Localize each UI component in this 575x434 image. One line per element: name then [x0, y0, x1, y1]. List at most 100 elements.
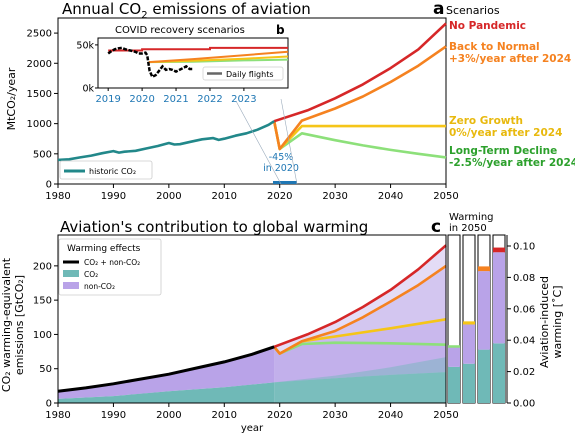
- panel-c-legend-title: Warming effects: [67, 244, 141, 254]
- panel-c-xlabel: year: [241, 423, 264, 434]
- panel-c-ylabel-right-2: warming [˚C]: [551, 285, 564, 358]
- panel-c-xtick-label: 2030: [322, 410, 347, 421]
- inset-b-xtick-label: 2022: [197, 94, 222, 105]
- label-zero-growth: Zero Growth: [449, 115, 523, 127]
- panel-a-xtick-label: 2030: [322, 191, 347, 202]
- right-axis-tick-label: 0.08: [513, 273, 535, 284]
- legend-total-label: CO₂ + non-CO₂: [84, 258, 140, 267]
- inset-b-legend-box: [202, 66, 284, 81]
- panel-a-title: Annual CO2 emissions of aviation: [62, 0, 311, 21]
- panel-a-ytick-label: 1500: [27, 89, 52, 100]
- inset-b-title: COVID recovery scenarios: [115, 25, 245, 36]
- panel-a-line-back-to-normal: [272, 45, 447, 151]
- panel-a: Annual CO2 emissions of aviation a Scena…: [5, 0, 575, 202]
- panel-c-ytick-label: 200: [33, 261, 52, 272]
- scenarios-label: Scenarios: [446, 4, 500, 17]
- panel-a-xtick-label: 2020: [267, 191, 292, 202]
- panel-c-title: Aviation's contribution to global warmin…: [60, 218, 368, 236]
- inset-b-ytick-label: 0k: [82, 84, 94, 95]
- panel-c-xtick-label: 2000: [156, 410, 181, 421]
- bar-co2: [463, 363, 475, 403]
- panel-c-line-back-to-normal: [273, 264, 447, 355]
- historic-legend-box: [59, 160, 153, 180]
- bar-nonco2: [478, 271, 490, 350]
- inset-b: COVID recovery scenarios b 2019 2020 2021 2…: [76, 23, 289, 105]
- panel-c-ytick-label: 100: [33, 330, 52, 341]
- area-nonco2-no-pandemic: [274, 245, 446, 383]
- historic-legend-label: historic CO₂: [89, 167, 136, 176]
- dip-annotation-percent: -45%: [269, 152, 294, 163]
- inset-b-xtick-label: 2020: [129, 94, 154, 105]
- right-axis-tick-label: 0.02: [513, 367, 535, 378]
- area-nonco2-zero-growth: [274, 319, 446, 383]
- inset-b-legend: Daily flights: [202, 66, 284, 81]
- bar-scenario-cap: [478, 266, 490, 272]
- area-co2-historic: [58, 382, 275, 403]
- dip-annotation-year: in 2020: [263, 163, 299, 174]
- inset-connector-right: [280, 98, 298, 185]
- panel-c-ylabel-1: CO₂ warming-equivalent: [0, 257, 13, 392]
- bars-title-1: Warming: [449, 212, 494, 223]
- panel-a-lines: [57, 22, 447, 162]
- panel-c-ylabel-right-1: Aviation-induced: [538, 276, 551, 368]
- panel-a-line-no-pandemic: [273, 22, 447, 123]
- bar-co2: [478, 349, 490, 403]
- panel-c-letter: c: [431, 217, 441, 237]
- bar-nonco2: [493, 252, 505, 344]
- bar-nonco2: [463, 324, 475, 364]
- inset-b-line-back-to-normal: [148, 50, 289, 64]
- inset-b-lines: [107, 46, 289, 79]
- panel-c-xtick-label: 2040: [378, 410, 403, 421]
- label-long-term-decline-rate: -2.5%/year after 2024: [449, 157, 575, 169]
- label-long-term-decline: Long-Term Decline: [449, 145, 557, 157]
- panel-a-ytick-label: 0: [46, 180, 52, 191]
- panel-c-ytick-label: 0: [46, 399, 52, 410]
- label-no-pandemic: No Pandemic: [449, 20, 526, 32]
- inset-b-xtick-label: 2023: [231, 94, 256, 105]
- bar-nonco2: [448, 346, 460, 367]
- panel-a-letter: a: [433, 0, 444, 19]
- panel-a-xtick-label: 1980: [45, 191, 70, 202]
- panel-a-frame: [57, 17, 447, 185]
- inset-b-legend-label: Daily flights: [226, 70, 274, 79]
- bars-title-2: in 2050: [449, 223, 487, 234]
- right-axis-tick-label: 0.04: [513, 336, 535, 347]
- panel-a-ytick-label: 1000: [27, 119, 52, 130]
- panel-c-line-no-pandemic: [273, 244, 447, 349]
- panel-a-ytick-label: 2500: [27, 29, 52, 40]
- inset-b-xtick-label: 2021: [163, 94, 188, 105]
- label-back-to-normal-rate: +3%/year after 2024: [449, 53, 571, 65]
- panel-a-line-historic: [57, 120, 275, 162]
- panel-c-ytick-label: 150: [33, 296, 52, 307]
- dip-marker: [273, 181, 297, 184]
- panel-c-legend-box: [58, 238, 162, 296]
- panel-a-ylabel: MtCO₂/year: [5, 67, 18, 130]
- panel-c-legend: Warming effects CO₂ + non-CO₂ CO₂ non-CO…: [58, 238, 162, 296]
- panel-c-xtick-label: 1990: [101, 410, 126, 421]
- bar-co2: [493, 343, 505, 403]
- inset-b-letter: b: [276, 23, 285, 37]
- legend-nonco2-label: non-CO₂: [84, 282, 115, 291]
- inset-b-ytick-label: 50k: [76, 40, 94, 51]
- panel-a-xtick-label: 2050: [433, 191, 458, 202]
- inset-b-frame: [97, 37, 289, 89]
- panel-c-xtick-label: 2050: [433, 410, 458, 421]
- panel-a-xtick-label: 2000: [156, 191, 181, 202]
- panel-a-ytick-label: 500: [33, 149, 52, 160]
- panel-c-frame: [57, 234, 447, 404]
- legend-nonco2-swatch: [63, 282, 79, 289]
- inset-b-line-daily-flights: [107, 46, 193, 79]
- legend-co2-swatch: [63, 270, 79, 277]
- panel-c-line-total-historic: [57, 345, 275, 393]
- panel-a-xtick-label: 2010: [212, 191, 237, 202]
- inset-b-axes: 2019 2020 2021 2022 2023 0k 50k: [76, 37, 289, 105]
- panel-a-axes: 1980 1990 2000 2010 2020 2030 2040 2050 0 500 1000…: [27, 17, 459, 202]
- inset-b-line-no-pandemic: [108, 46, 288, 52]
- panel-c-ytick-label: 50: [39, 364, 52, 375]
- area-nonco2-long-term-decline: [274, 342, 446, 383]
- right-axis-tick-label: 0.06: [513, 304, 535, 315]
- panel-a-ytick-label: 2000: [27, 59, 52, 70]
- panel-c-ylabel-2: emissions [GtCO₂]: [13, 275, 26, 375]
- panel-c-xtick-label: 2020: [267, 410, 292, 421]
- legend-co2-label: CO₂: [84, 270, 98, 279]
